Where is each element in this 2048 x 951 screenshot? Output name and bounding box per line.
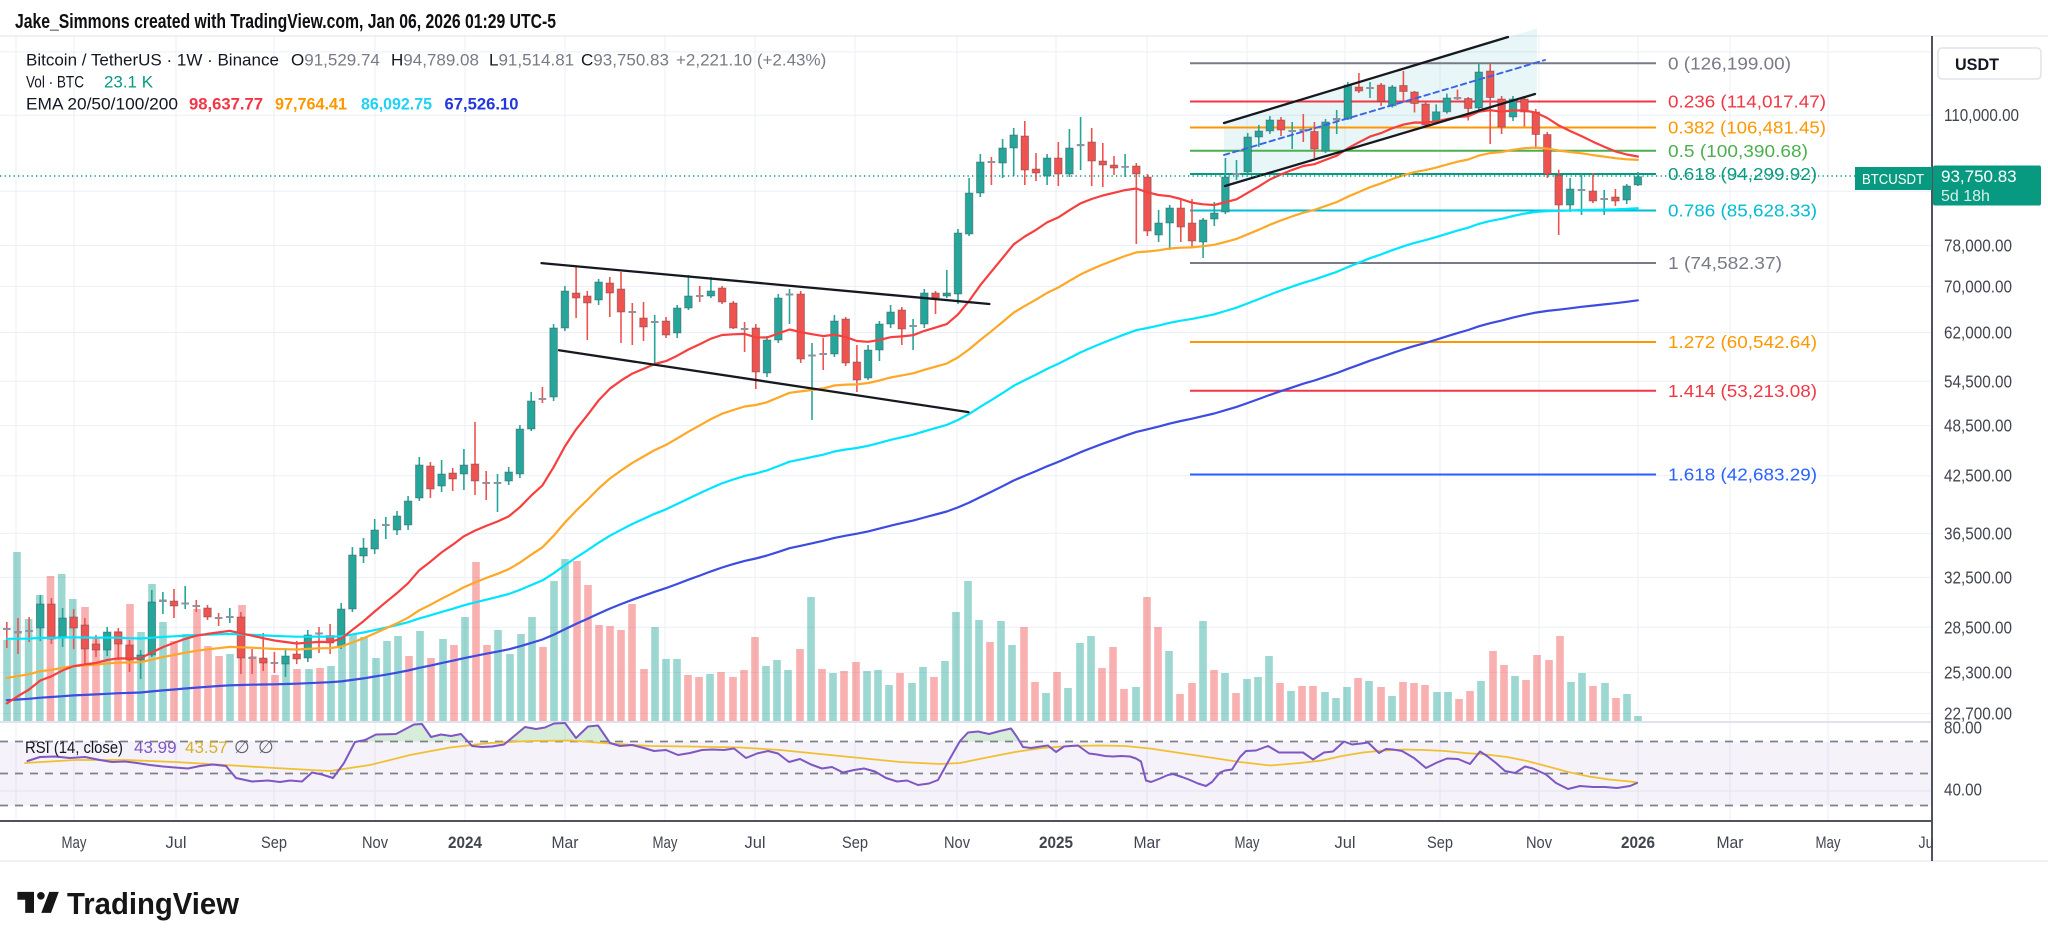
- svg-text:48,500.00: 48,500.00: [1944, 416, 2012, 436]
- svg-text:54,500.00: 54,500.00: [1944, 371, 2012, 391]
- svg-text:97,764.41: 97,764.41: [275, 95, 347, 114]
- svg-text:+2,221.10 (+2.43%): +2,221.10 (+2.43%): [676, 51, 826, 70]
- svg-text:36,500.00: 36,500.00: [1944, 523, 2012, 543]
- svg-text:0.5 (100,390.68): 0.5 (100,390.68): [1668, 141, 1808, 161]
- svg-text:∅: ∅: [234, 737, 250, 757]
- svg-text:May: May: [1235, 834, 1261, 852]
- svg-text:1.414 (53,213.08): 1.414 (53,213.08): [1668, 381, 1817, 401]
- svg-text:70,000.00: 70,000.00: [1944, 277, 2012, 297]
- svg-text:Mar: Mar: [1134, 834, 1161, 852]
- svg-text:Sep: Sep: [842, 834, 868, 852]
- svg-text:0.786 (85,628.33): 0.786 (85,628.33): [1668, 201, 1817, 221]
- svg-text:25,300.00: 25,300.00: [1944, 662, 2012, 682]
- svg-text:Jul: Jul: [1335, 834, 1356, 852]
- svg-text:BTCUSDT: BTCUSDT: [1862, 171, 1924, 188]
- svg-text:86,092.75: 86,092.75: [361, 95, 432, 114]
- svg-text:Nov: Nov: [944, 834, 971, 852]
- svg-text:C93,750.83: C93,750.83: [581, 51, 669, 70]
- svg-text:43.57: 43.57: [185, 738, 228, 757]
- svg-text:Mar: Mar: [552, 834, 579, 852]
- svg-text:TradingView: TradingView: [67, 887, 239, 921]
- svg-text:May: May: [1816, 834, 1842, 852]
- svg-text:Vol · BTC: Vol · BTC: [26, 73, 84, 92]
- svg-text:2025: 2025: [1039, 834, 1073, 852]
- svg-text:Sep: Sep: [261, 834, 287, 852]
- svg-text:28,500.00: 28,500.00: [1944, 617, 2012, 637]
- svg-text:EMA 20/50/100/200: EMA 20/50/100/200: [26, 95, 178, 114]
- svg-text:Nov: Nov: [362, 834, 389, 852]
- svg-text:0 (126,199.00): 0 (126,199.00): [1668, 53, 1791, 73]
- svg-text:0.236 (114,017.47): 0.236 (114,017.47): [1668, 92, 1826, 112]
- svg-text:2026: 2026: [1621, 834, 1655, 852]
- svg-text:0.382 (106,481.45): 0.382 (106,481.45): [1668, 118, 1826, 138]
- svg-text:Mar: Mar: [1717, 834, 1744, 852]
- svg-text:Nov: Nov: [1526, 834, 1553, 852]
- svg-text:23.1 K: 23.1 K: [104, 73, 154, 92]
- svg-text:O91,529.74: O91,529.74: [291, 51, 380, 70]
- svg-text:67,526.10: 67,526.10: [445, 95, 519, 114]
- svg-text:43.99: 43.99: [134, 738, 177, 757]
- svg-text:H94,789.08: H94,789.08: [391, 51, 479, 70]
- svg-text:0.618 (94,299.92): 0.618 (94,299.92): [1668, 164, 1817, 184]
- svg-text:110,000.00: 110,000.00: [1944, 105, 2019, 125]
- svg-text:93,750.83: 93,750.83: [1941, 167, 2017, 186]
- svg-text:80.00: 80.00: [1944, 718, 1982, 738]
- svg-text:L91,514.81: L91,514.81: [489, 51, 574, 70]
- svg-text:98,637.77: 98,637.77: [189, 95, 263, 114]
- svg-text:Jake_Simmons created with Trad: Jake_Simmons created with TradingView.co…: [15, 10, 556, 33]
- svg-text:78,000.00: 78,000.00: [1944, 236, 2012, 256]
- svg-text:22,700.00: 22,700.00: [1944, 704, 2012, 724]
- svg-text:USDT: USDT: [1955, 56, 1999, 74]
- svg-text:May: May: [62, 834, 88, 852]
- svg-text:1 (74,582.37): 1 (74,582.37): [1668, 253, 1782, 273]
- svg-text:Ju: Ju: [1919, 834, 1934, 852]
- svg-text:5d 18h: 5d 18h: [1941, 188, 1990, 205]
- svg-text:32,500.00: 32,500.00: [1944, 567, 2012, 587]
- svg-text:Jul: Jul: [745, 834, 766, 852]
- svg-text:∅: ∅: [258, 737, 274, 757]
- svg-text:1.618 (42,683.29): 1.618 (42,683.29): [1668, 465, 1817, 485]
- svg-text:Jul: Jul: [166, 834, 187, 852]
- svg-text:40.00: 40.00: [1944, 780, 1982, 800]
- svg-text:May: May: [653, 834, 679, 852]
- svg-text:62,000.00: 62,000.00: [1944, 323, 2012, 343]
- svg-text:Sep: Sep: [1427, 834, 1453, 852]
- svg-text:1.272 (60,542.64): 1.272 (60,542.64): [1668, 332, 1817, 352]
- svg-text:RSI (14, close): RSI (14, close): [25, 738, 123, 757]
- svg-text:42,500.00: 42,500.00: [1944, 466, 2012, 486]
- svg-text:2024: 2024: [448, 834, 483, 852]
- svg-text:Bitcoin / TetherUS · 1W · Bina: Bitcoin / TetherUS · 1W · Binance: [26, 51, 279, 70]
